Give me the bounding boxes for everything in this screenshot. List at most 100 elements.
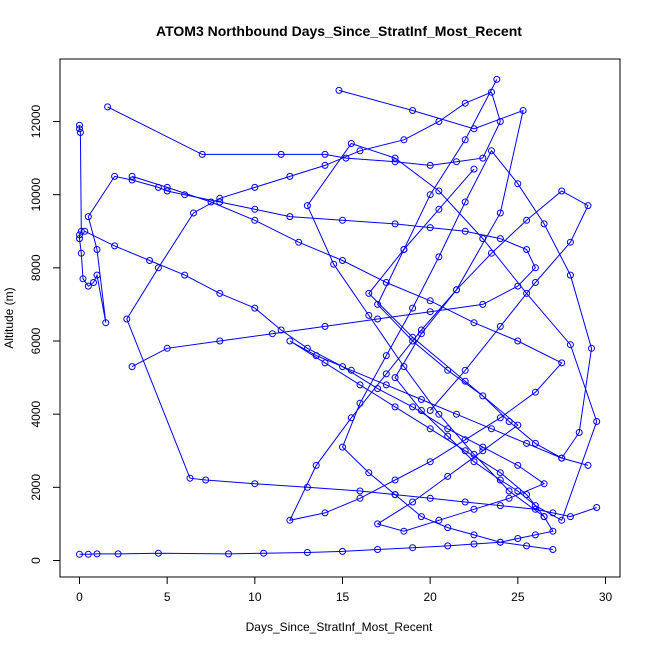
- data-point: [444, 472, 452, 480]
- data-point: [365, 289, 373, 297]
- data-point: [453, 158, 460, 166]
- data-point: [190, 209, 197, 217]
- data-point: [77, 227, 85, 235]
- series-line: [79, 340, 589, 555]
- data-point: [128, 172, 136, 180]
- data-point: [321, 509, 329, 517]
- data-point: [181, 191, 189, 199]
- data-point: [312, 352, 320, 360]
- data-point: [347, 414, 355, 422]
- data-point: [93, 271, 101, 279]
- data-point: [514, 535, 522, 542]
- data-point: [251, 205, 259, 213]
- data-point: [335, 86, 343, 94]
- data-point: [400, 136, 408, 144]
- plot-lines: [79, 79, 598, 555]
- y-tick-label: 2000: [29, 474, 43, 501]
- data-point: [461, 498, 469, 506]
- data-point: [365, 311, 373, 319]
- x-axis-label: Days_Since_StratInf_Most_Recent: [246, 620, 433, 634]
- data-point: [470, 319, 478, 327]
- series-line: [131, 175, 589, 521]
- data-point: [488, 88, 495, 96]
- data-point: [523, 289, 531, 297]
- data-point: [496, 322, 504, 330]
- data-point: [342, 154, 350, 162]
- plot-frame: [59, 58, 621, 578]
- data-point: [435, 516, 443, 524]
- data-point: [303, 202, 311, 210]
- data-point: [493, 75, 501, 83]
- data-point: [479, 443, 487, 451]
- y-axis: 0 2000 4000 6000 8000 10000 12000: [29, 104, 61, 564]
- data-point: [470, 505, 478, 513]
- data-point: [505, 487, 513, 495]
- data-point: [321, 150, 329, 158]
- data-point: [531, 264, 539, 272]
- data-point: [531, 505, 539, 513]
- data-point: [90, 279, 97, 286]
- data-point: [216, 194, 224, 202]
- data-point: [382, 279, 390, 286]
- data-point: [558, 187, 566, 195]
- data-point: [435, 205, 443, 213]
- data-point: [496, 538, 504, 546]
- data-point: [566, 513, 574, 521]
- series-line: [306, 89, 598, 522]
- data-point: [114, 550, 122, 558]
- data-point: [470, 125, 478, 133]
- data-point: [321, 359, 329, 367]
- x-tick-label: 5: [164, 590, 171, 604]
- data-point: [356, 147, 364, 155]
- data-point: [382, 352, 390, 360]
- data-point: [470, 531, 478, 539]
- y-tick-label: 10000: [29, 178, 43, 212]
- data-point: [356, 494, 364, 502]
- data-point: [461, 227, 469, 235]
- data-point: [154, 183, 162, 191]
- data-point: [391, 491, 399, 499]
- data-point: [216, 337, 224, 345]
- data-point: [479, 154, 487, 162]
- data-point: [216, 198, 224, 206]
- data-point: [356, 487, 364, 495]
- data-point: [426, 297, 434, 305]
- data-point: [93, 246, 101, 253]
- data-point: [426, 494, 434, 502]
- data-point: [453, 410, 460, 418]
- data-point: [426, 407, 434, 414]
- data-point: [76, 125, 83, 133]
- data-point: [461, 366, 469, 374]
- data-point: [225, 550, 232, 558]
- data-point: [286, 516, 294, 524]
- data-point: [286, 172, 294, 180]
- y-tick-label: 8000: [29, 254, 43, 281]
- data-point: [461, 198, 469, 206]
- data-point: [479, 447, 487, 455]
- data-point: [251, 183, 259, 191]
- data-point: [461, 436, 469, 444]
- data-point: [426, 191, 434, 199]
- x-tick-label: 20: [423, 590, 437, 604]
- data-point: [163, 183, 171, 191]
- x-tick-label: 0: [76, 590, 83, 604]
- data-point: [488, 249, 495, 257]
- data-point: [76, 121, 83, 129]
- data-point: [374, 300, 382, 308]
- data-point: [216, 289, 224, 297]
- data-point: [417, 407, 425, 414]
- data-point: [584, 202, 592, 210]
- data-point: [461, 447, 469, 455]
- data-point: [514, 461, 522, 469]
- data-point: [146, 257, 154, 264]
- y-axis-label: Altitude (m): [2, 287, 16, 348]
- x-tick-label: 15: [336, 590, 350, 604]
- data-point: [251, 304, 259, 312]
- data-point: [523, 246, 531, 253]
- data-point: [519, 107, 527, 114]
- data-point: [558, 516, 566, 524]
- data-point: [593, 504, 601, 511]
- data-point: [523, 216, 531, 224]
- data-point: [435, 118, 443, 125]
